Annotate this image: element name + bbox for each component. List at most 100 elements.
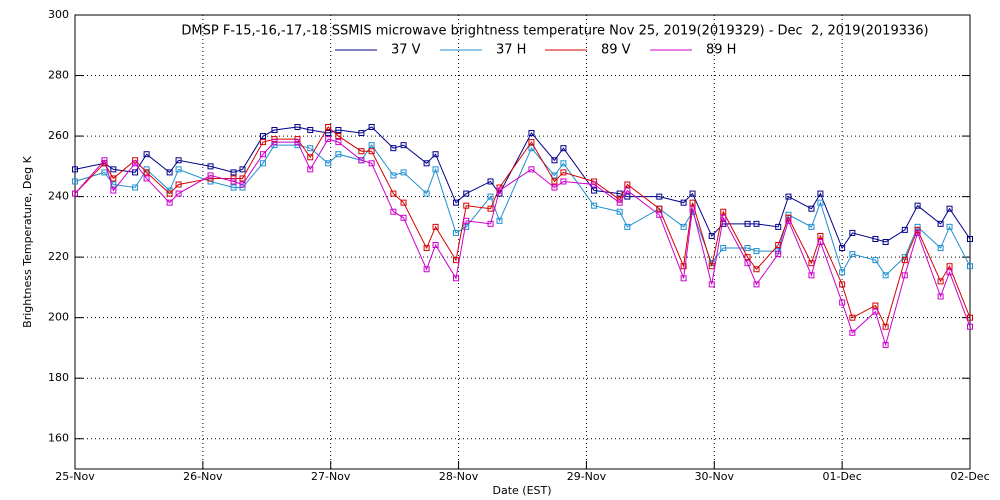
data-point: [708, 232, 715, 239]
data-point: [423, 266, 430, 273]
data-point: [872, 302, 879, 309]
data-point: [839, 299, 846, 306]
data-point: [390, 172, 397, 179]
data-point: [307, 127, 314, 134]
data-point: [528, 139, 535, 146]
data-point: [335, 139, 342, 146]
data-point: [325, 130, 332, 137]
data-point: [239, 175, 246, 182]
data-point: [901, 257, 908, 264]
data-point: [400, 199, 407, 206]
data-point: [259, 133, 266, 140]
data-point: [937, 278, 944, 285]
data-point: [166, 169, 173, 176]
data-point: [101, 157, 108, 164]
data-point: [708, 263, 715, 270]
data-point: [560, 178, 567, 185]
data-point: [307, 145, 314, 152]
data-point: [453, 257, 460, 264]
data-point: [560, 160, 567, 167]
data-point: [616, 199, 623, 206]
data-point: [335, 133, 342, 140]
data-point: [487, 205, 494, 212]
data-point: [872, 257, 879, 264]
data-point: [423, 160, 430, 167]
data-point: [967, 263, 973, 270]
data-point: [849, 229, 856, 236]
data-point: [551, 184, 558, 191]
plot-frame: [74, 14, 971, 470]
data-point: [230, 184, 237, 191]
data-point: [689, 205, 696, 212]
legend-label: 37 H: [496, 43, 526, 58]
data-point: [775, 223, 782, 230]
data-point: [390, 208, 397, 215]
data-point: [325, 136, 332, 143]
data-point: [400, 169, 407, 176]
data-point: [720, 214, 727, 221]
data-point: [423, 190, 430, 197]
data-point: [551, 172, 558, 179]
y-tick-label: 280: [48, 69, 69, 82]
data-point: [259, 151, 266, 158]
data-point: [307, 154, 314, 161]
data-point: [967, 235, 973, 242]
data-point: [463, 217, 470, 224]
x-tick-label: 02-Dec: [950, 470, 989, 483]
data-point: [368, 123, 375, 130]
y-tick-label: 200: [48, 311, 69, 324]
data-point: [656, 205, 663, 212]
data-point: [744, 220, 751, 227]
data-point: [110, 181, 117, 188]
y-axis-label: Brightness Temperature, Deg K: [21, 155, 34, 327]
data-point: [808, 272, 815, 279]
data-point: [914, 202, 921, 209]
data-point: [551, 157, 558, 164]
data-point: [872, 235, 879, 242]
data-point: [271, 136, 278, 143]
data-point: [817, 239, 824, 245]
data-point: [463, 223, 470, 230]
data-point: [166, 199, 173, 206]
data-point: [849, 329, 856, 336]
y-tick-label: 240: [48, 190, 69, 203]
data-point: [967, 314, 973, 321]
data-point: [882, 272, 889, 279]
data-point: [230, 178, 237, 185]
data-point: [808, 223, 815, 230]
data-point: [207, 163, 214, 170]
data-point: [400, 214, 407, 221]
data-point: [680, 263, 687, 270]
data-point: [528, 130, 535, 137]
data-point: [624, 187, 631, 194]
data-point: [744, 245, 751, 252]
data-point: [849, 251, 856, 258]
data-point: [110, 175, 117, 182]
data-point: [463, 202, 470, 209]
data-point: [358, 148, 365, 155]
data-point: [143, 151, 150, 158]
data-point: [335, 127, 342, 134]
data-point: [528, 145, 535, 152]
data-point: [872, 308, 879, 315]
data-point: [101, 169, 108, 176]
data-point: [808, 260, 815, 267]
data-point: [432, 242, 439, 249]
data-point: [680, 275, 687, 282]
data-point: [132, 169, 139, 176]
data-point: [132, 160, 139, 167]
data-point: [656, 211, 663, 218]
data-point: [207, 178, 214, 185]
data-point: [432, 151, 439, 158]
data-point: [720, 245, 727, 252]
x-tick-label: 25-Nov: [55, 470, 95, 483]
data-point: [239, 181, 246, 188]
legend-label: 89 H: [706, 43, 736, 58]
data-point: [368, 148, 375, 155]
data-point: [680, 223, 687, 230]
data-point: [624, 223, 631, 230]
y-tick-label: 180: [48, 371, 69, 384]
data-point: [294, 136, 301, 143]
data-point: [432, 166, 439, 173]
x-axis-label: Date (EST): [492, 484, 551, 497]
